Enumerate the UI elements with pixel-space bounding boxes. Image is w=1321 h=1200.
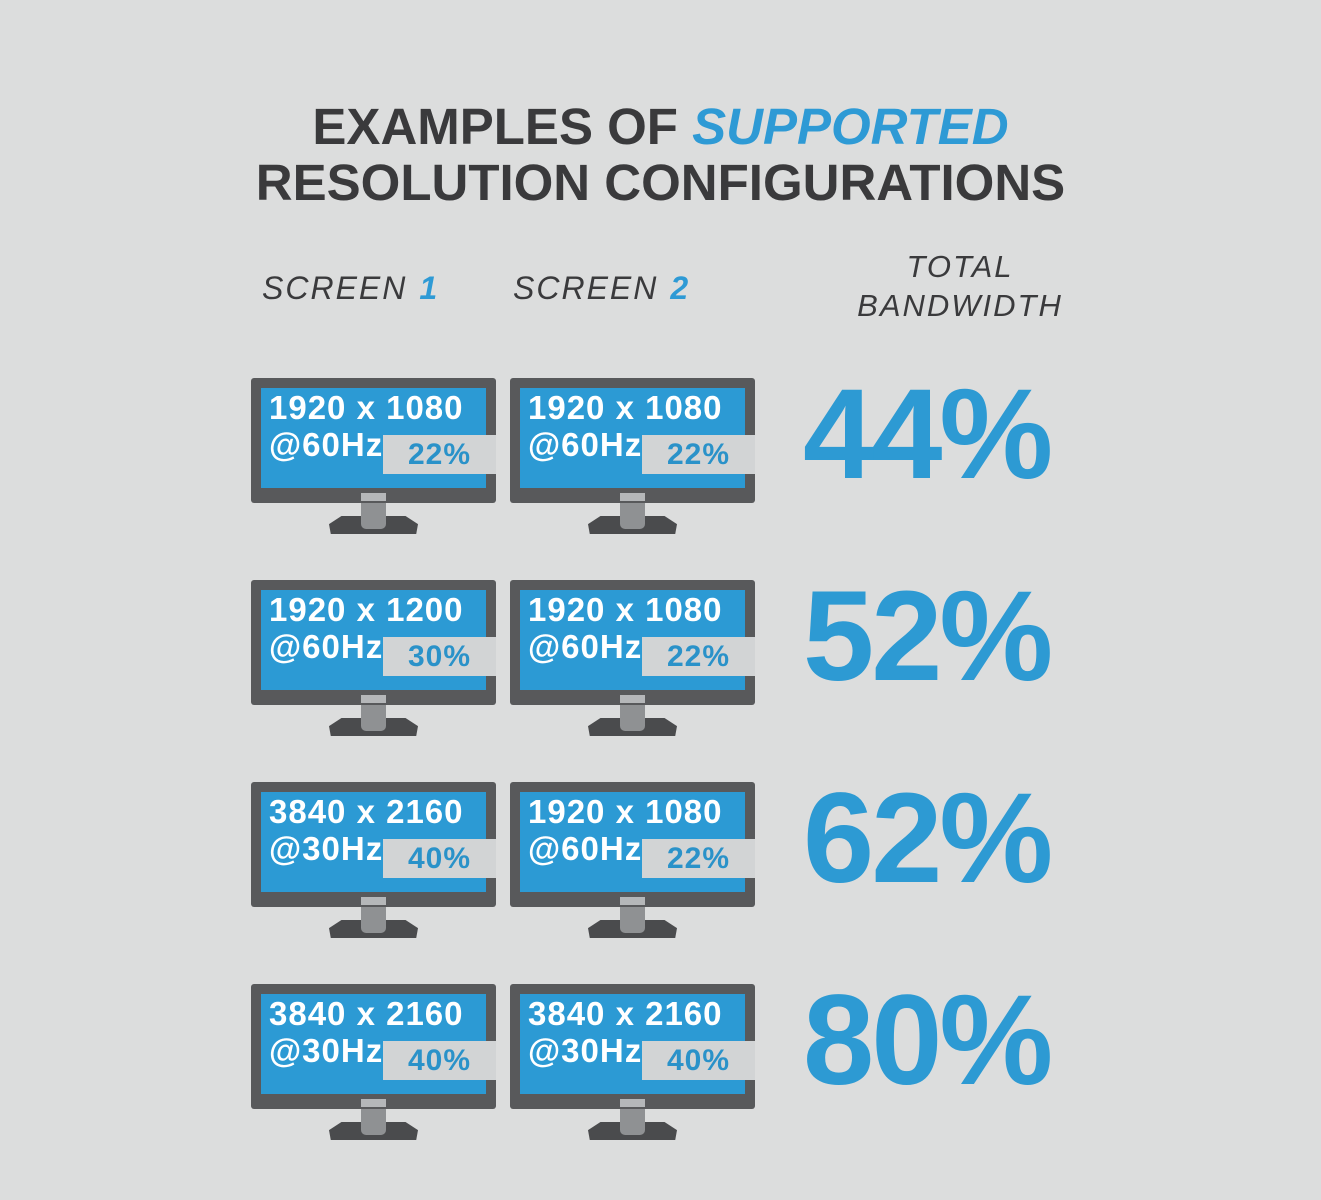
stand-neck	[620, 705, 645, 731]
resolution-text: 1920 x 1080	[269, 389, 464, 426]
bandwidth-bar: 40%	[383, 839, 496, 878]
bandwidth-percent: 22%	[666, 639, 731, 673]
title-line2: RESOLUTION CONFIGURATIONS	[255, 154, 1066, 211]
bezel-logo-mark	[361, 1099, 386, 1107]
bezel-logo-mark	[620, 1099, 645, 1107]
screen2-number: 2	[670, 270, 689, 306]
bandwidth-percent: 22%	[666, 437, 731, 471]
resolution-text: 1920 x 1080	[528, 793, 723, 830]
bezel-logo-mark	[361, 897, 386, 905]
bandwidth-bar: 22%	[383, 435, 496, 474]
resolution-text: 3840 x 2160	[269, 793, 464, 830]
stand-neck	[361, 503, 386, 529]
refresh-rate-text: @30Hz	[269, 1032, 384, 1069]
column-header-total-bandwidth: TOTAL BANDWIDTH	[790, 247, 1130, 325]
resolution-text: 3840 x 2160	[528, 995, 723, 1032]
bezel-logo-mark	[620, 493, 645, 501]
bandwidth-percent: 22%	[407, 437, 472, 471]
refresh-rate-text: @60Hz	[269, 628, 384, 665]
bandwidth-percent: 22%	[666, 841, 731, 875]
refresh-rate-text: @60Hz	[528, 426, 643, 463]
monitor-row3-screen1: 3840 x 2160 @30Hz 40%	[251, 782, 496, 938]
stand-neck	[620, 907, 645, 933]
stand-neck	[620, 1109, 645, 1135]
stand-neck	[620, 503, 645, 529]
bandwidth-bar: 30%	[383, 637, 496, 676]
column-header-screen1: SCREEN 1	[262, 270, 437, 307]
stand-neck	[361, 907, 386, 933]
page-title: EXAMPLES OF SUPPORTED RESOLUTION CONFIGU…	[0, 99, 1321, 211]
bandwidth-bar: 22%	[642, 637, 755, 676]
refresh-rate-text: @30Hz	[528, 1032, 643, 1069]
total-header-line1: TOTAL	[906, 249, 1014, 284]
total-bandwidth-value: 52%	[803, 564, 1053, 708]
bezel-logo-mark	[361, 695, 386, 703]
screen1-number: 1	[419, 270, 438, 306]
bandwidth-bar: 22%	[642, 839, 755, 878]
bandwidth-bar: 40%	[642, 1041, 755, 1080]
monitor-row4-screen1: 3840 x 2160 @30Hz 40%	[251, 984, 496, 1140]
total-bandwidth-value: 44%	[803, 362, 1053, 506]
title-prefix: EXAMPLES OF	[312, 98, 693, 155]
total-bandwidth-value: 62%	[803, 766, 1053, 910]
resolution-text: 1920 x 1200	[269, 591, 464, 628]
bandwidth-percent: 40%	[407, 841, 472, 875]
bandwidth-percent: 40%	[666, 1043, 731, 1077]
screen2-label: SCREEN	[513, 270, 659, 306]
monitor-row4-screen2: 3840 x 2160 @30Hz 40%	[510, 984, 755, 1140]
refresh-rate-text: @60Hz	[528, 628, 643, 665]
bandwidth-bar: 40%	[383, 1041, 496, 1080]
refresh-rate-text: @30Hz	[269, 830, 384, 867]
monitor-row2-screen1: 1920 x 1200 @60Hz 30%	[251, 580, 496, 736]
resolution-text: 1920 x 1080	[528, 591, 723, 628]
stand-neck	[361, 705, 386, 731]
resolution-text: 3840 x 2160	[269, 995, 464, 1032]
total-header-line2: BANDWIDTH	[857, 288, 1063, 323]
monitor-row3-screen2: 1920 x 1080 @60Hz 22%	[510, 782, 755, 938]
screen1-label: SCREEN	[262, 270, 408, 306]
monitor-row2-screen2: 1920 x 1080 @60Hz 22%	[510, 580, 755, 736]
monitor-row1-screen2: 1920 x 1080 @60Hz 22%	[510, 378, 755, 534]
bezel-logo-mark	[361, 493, 386, 501]
resolution-text: 1920 x 1080	[528, 389, 723, 426]
bandwidth-bar: 22%	[642, 435, 755, 474]
bezel-logo-mark	[620, 897, 645, 905]
refresh-rate-text: @60Hz	[528, 830, 643, 867]
bezel-logo-mark	[620, 695, 645, 703]
monitor-row1-screen1: 1920 x 1080 @60Hz 22%	[251, 378, 496, 534]
refresh-rate-text: @60Hz	[269, 426, 384, 463]
stand-neck	[361, 1109, 386, 1135]
total-bandwidth-value: 80%	[803, 968, 1053, 1112]
bandwidth-percent: 40%	[407, 1043, 472, 1077]
column-header-screen2: SCREEN 2	[513, 270, 688, 307]
bandwidth-percent: 30%	[407, 639, 472, 673]
title-highlight: SUPPORTED	[692, 98, 1009, 155]
